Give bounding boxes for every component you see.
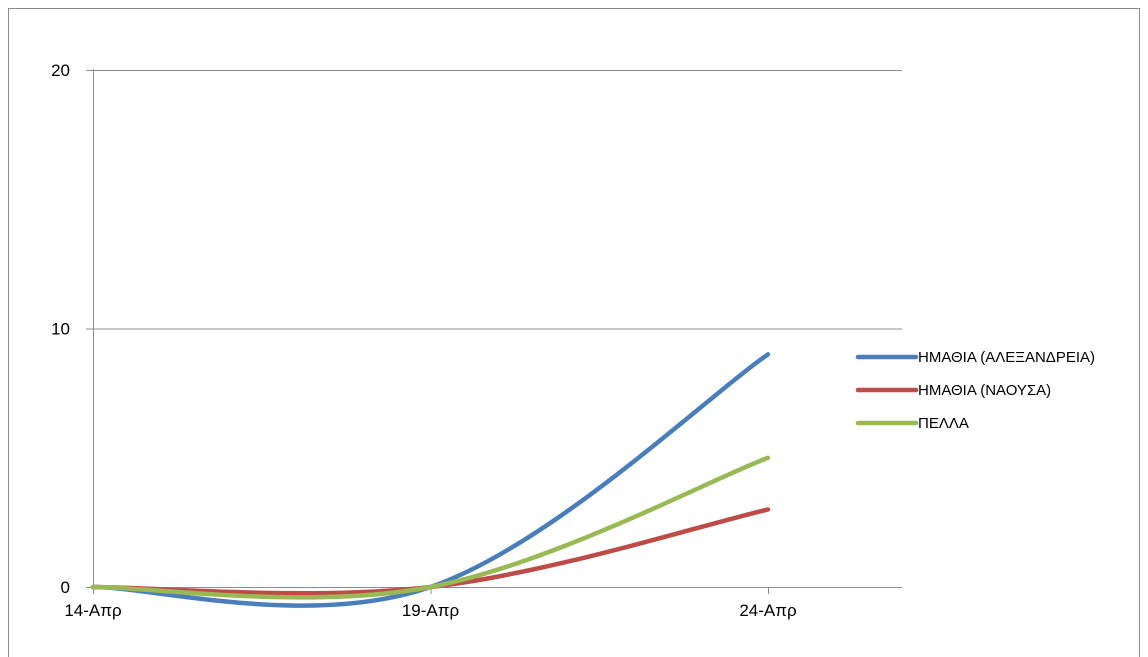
x-tick-label: 24-Απρ bbox=[739, 601, 796, 620]
gridlines bbox=[86, 70, 902, 330]
legend-label-2: ΠΕΛΛΑ bbox=[918, 415, 969, 432]
axes: 0 10 20 14-Απρ 19-Απρ 24-Απρ bbox=[51, 61, 902, 620]
y-tick-label: 10 bbox=[51, 320, 70, 339]
x-tick-label: 19-Απρ bbox=[402, 601, 459, 620]
chart-border bbox=[8, 8, 1140, 657]
legend-label-0: ΗΜΑΘΙΑ (ΑΛΕΞΑΝΔΡΕΙΑ) bbox=[918, 349, 1095, 366]
y-tick-label: 0 bbox=[61, 578, 70, 597]
y-tick-label: 20 bbox=[51, 61, 70, 80]
series-lines bbox=[90, 352, 771, 608]
legend: ΗΜΑΘΙΑ (ΑΛΕΞΑΝΔΡΕΙΑ) ΗΜΑΘΙΑ (ΝΑΟΥΣΑ) ΠΕΛΛΑ bbox=[855, 349, 1095, 432]
legend-label-1: ΗΜΑΘΙΑ (ΝΑΟΥΣΑ) bbox=[918, 382, 1051, 399]
x-tick-label: 14-Απρ bbox=[64, 601, 121, 620]
series-line-2 bbox=[90, 455, 771, 600]
